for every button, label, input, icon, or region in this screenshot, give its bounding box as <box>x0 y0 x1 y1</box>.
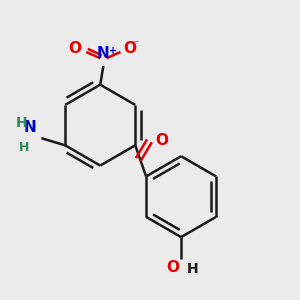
Text: N: N <box>24 120 37 135</box>
Text: ⁻: ⁻ <box>132 38 139 51</box>
Text: O: O <box>167 260 180 275</box>
Text: O: O <box>69 41 82 56</box>
Text: O: O <box>155 133 168 148</box>
Text: N: N <box>97 46 110 61</box>
Text: +: + <box>109 46 117 56</box>
Text: H: H <box>187 262 198 276</box>
Text: H: H <box>16 116 27 130</box>
Text: H: H <box>19 141 29 154</box>
Text: O: O <box>124 41 136 56</box>
